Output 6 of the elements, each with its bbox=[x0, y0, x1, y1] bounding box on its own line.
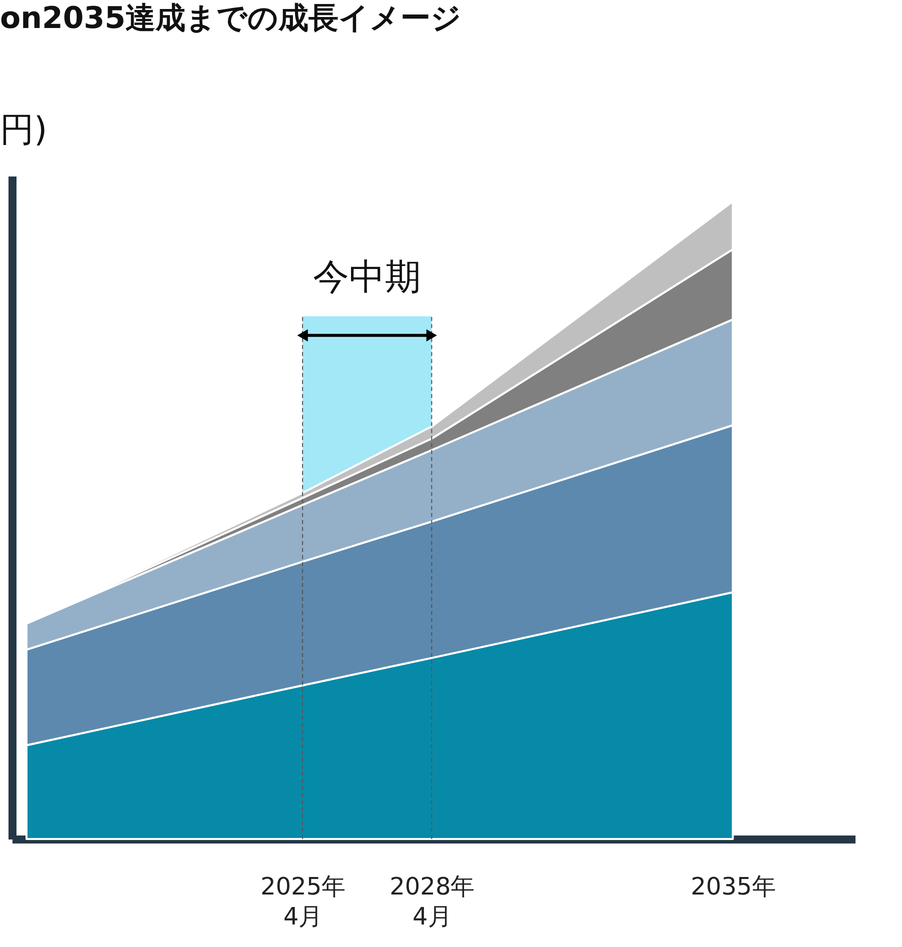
x-tick-label: 2028年 4月 bbox=[390, 872, 475, 930]
chart-title: on2035達成までの成長イメージ bbox=[0, 1, 462, 36]
y-axis-title: 円) bbox=[0, 110, 48, 150]
band-label: 今中期 bbox=[313, 257, 422, 298]
x-tick-label: 2035年 bbox=[690, 872, 776, 900]
x-tick-label: 2025年 4月 bbox=[260, 872, 346, 930]
